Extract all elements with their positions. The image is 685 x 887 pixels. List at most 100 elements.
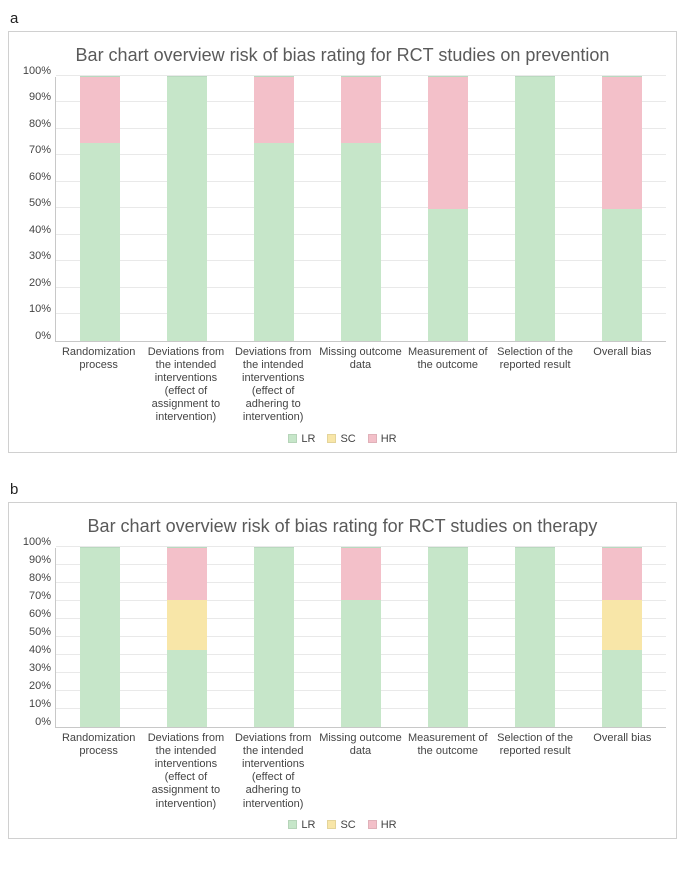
y-axis: 100%90%80%70%60%50%40%30%20%10%0% [19,548,55,728]
bar-segment-lr [602,650,642,727]
bar-segment-hr [80,77,120,143]
chart-box: Bar chart overview risk of bias rating f… [8,31,677,453]
bar-slot [317,548,404,727]
bar-segment-lr [515,548,555,727]
x-axis-pad [19,728,55,811]
x-label: Deviations from the intended interventio… [142,728,229,811]
plot-wrap: 100%90%80%70%60%50%40%30%20%10%0% [19,548,666,728]
legend: LR SC HR [19,819,666,833]
stacked-bar [428,547,468,727]
legend-label: SC [340,433,355,445]
legend-label: LR [301,819,315,831]
bar-segment-hr [341,548,381,600]
bar-segment-lr [515,77,555,341]
bar-segment-lr [341,600,381,727]
bar-segment-lr [341,143,381,341]
bar-slot [143,77,230,341]
bar-slot [317,77,404,341]
stacked-bar [80,547,120,727]
bar-segment-sc [167,600,207,650]
bar-segment-lr [428,209,468,341]
x-label: Measurement of the outcome [404,342,491,425]
plot-wrap: 100%90%80%70%60%50%40%30%20%10%0% [19,77,666,342]
legend-label: LR [301,433,315,445]
x-labels: Randomization processDeviations from the… [55,342,666,425]
legend-label: HR [381,819,397,831]
bar-segment-lr [602,209,642,341]
bar-slot [56,548,143,727]
bars-container [56,548,666,727]
bar-segment-hr [254,77,294,143]
legend-swatch [327,434,336,443]
bar-segment-hr [602,548,642,600]
x-label: Missing outcome data [317,728,404,811]
bar-slot [579,77,666,341]
bar-slot [230,77,317,341]
legend-item-hr: HR [368,819,397,831]
bar-segment-lr [167,77,207,341]
bar-segment-lr [80,548,120,727]
x-labels: Randomization processDeviations from the… [55,728,666,811]
panel-label: a [10,10,677,27]
bars-container [56,77,666,341]
legend-swatch [368,820,377,829]
legend-label: SC [340,819,355,831]
panel-label: b [10,481,677,498]
bar-segment-lr [167,650,207,727]
stacked-bar [602,547,642,727]
bar-slot [405,77,492,341]
stacked-bar [428,76,468,341]
legend-item-sc: SC [327,433,355,445]
bar-segment-hr [167,548,207,600]
legend-swatch [368,434,377,443]
legend-item-hr: HR [368,433,397,445]
bar-segment-lr [80,143,120,341]
chart-title: Bar chart overview risk of bias rating f… [63,515,623,538]
bar-slot [56,77,143,341]
x-label: Missing outcome data [317,342,404,425]
x-axis-pad [19,342,55,425]
legend-item-lr: LR [288,819,315,831]
stacked-bar [515,76,555,341]
stacked-bar [341,547,381,727]
bar-segment-hr [341,77,381,143]
x-label: Deviations from the intended interventio… [230,728,317,811]
bar-segment-lr [254,548,294,727]
legend-label: HR [381,433,397,445]
x-label: Selection of the reported result [491,342,578,425]
legend-item-sc: SC [327,819,355,831]
x-label: Measurement of the outcome [404,728,491,811]
stacked-bar [341,76,381,341]
plot-area [55,77,666,342]
stacked-bar [167,76,207,341]
x-label: Overall bias [579,342,666,425]
bar-segment-lr [428,548,468,727]
plot-area [55,548,666,728]
stacked-bar [515,547,555,727]
legend-swatch [288,434,297,443]
bar-slot [579,548,666,727]
bar-slot [405,548,492,727]
legend: LR SC HR [19,433,666,447]
bar-segment-hr [602,77,642,209]
stacked-bar [254,547,294,727]
bar-slot [492,77,579,341]
legend-swatch [288,820,297,829]
bar-slot [230,548,317,727]
x-label: Randomization process [55,728,142,811]
stacked-bar [167,547,207,727]
bar-segment-hr [428,77,468,209]
chart-box: Bar chart overview risk of bias rating f… [8,502,677,839]
stacked-bar [602,76,642,341]
x-label: Deviations from the intended interventio… [230,342,317,425]
x-label: Overall bias [579,728,666,811]
chart-title: Bar chart overview risk of bias rating f… [63,44,623,67]
stacked-bar [254,76,294,341]
bar-slot [492,548,579,727]
x-label: Selection of the reported result [491,728,578,811]
bar-segment-sc [602,600,642,650]
x-axis: Randomization processDeviations from the… [19,728,666,811]
bar-slot [143,548,230,727]
x-axis: Randomization processDeviations from the… [19,342,666,425]
bar-segment-lr [254,143,294,341]
